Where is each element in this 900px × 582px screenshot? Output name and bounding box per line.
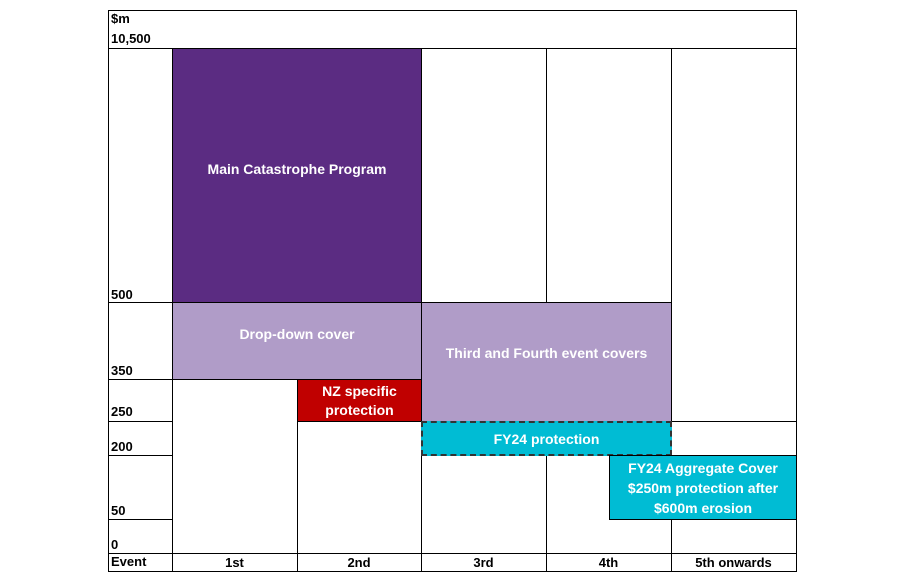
level: 50 <box>111 503 126 518</box>
level: 350 <box>111 363 133 378</box>
level: 10,500 <box>111 31 151 46</box>
line <box>108 302 172 303</box>
block-label: Third and Fourth event covers <box>445 345 648 361</box>
line <box>108 519 172 520</box>
column-label: 3rd <box>473 555 494 570</box>
block-label: protection <box>325 401 394 418</box>
line <box>671 421 796 422</box>
fy24-aggregate: FY24 Aggregate Cover $250m protection aft… <box>609 455 797 520</box>
block-label: NZ specific <box>322 382 397 399</box>
level: 200 <box>111 439 133 454</box>
frame <box>108 10 797 572</box>
column-label: 5th onwards <box>695 555 772 570</box>
column-label: 4th <box>598 555 619 570</box>
fy24-protection: FY24 protection <box>421 421 672 456</box>
block-label: FY24 protection <box>493 430 600 447</box>
column-label: 1st <box>225 555 244 570</box>
level: 0 <box>111 537 119 552</box>
third-fourth-covers: Third and Fourth event covers <box>421 302 672 422</box>
line <box>108 553 797 554</box>
block-label: $250m protection after <box>627 479 779 496</box>
line <box>108 455 172 456</box>
line <box>108 421 172 422</box>
unit: $m <box>111 11 130 26</box>
nz-protection: NZ specific protection <box>297 379 422 422</box>
line <box>108 48 797 49</box>
line <box>108 379 172 380</box>
level: 500 <box>111 287 133 302</box>
column-label: 2nd <box>347 555 371 570</box>
block-label: FY24 Aggregate Cover <box>628 459 778 476</box>
block-label: $600m erosion <box>653 499 753 516</box>
level: 250 <box>111 404 133 419</box>
block-label: Drop-down cover <box>239 326 355 342</box>
event-label: Event <box>111 554 147 569</box>
block-label: Main Catastrophe Program <box>207 160 387 177</box>
main-program: Main Catastrophe Program <box>172 48 422 303</box>
drop-down-cover: Drop-down cover <box>172 302 422 380</box>
